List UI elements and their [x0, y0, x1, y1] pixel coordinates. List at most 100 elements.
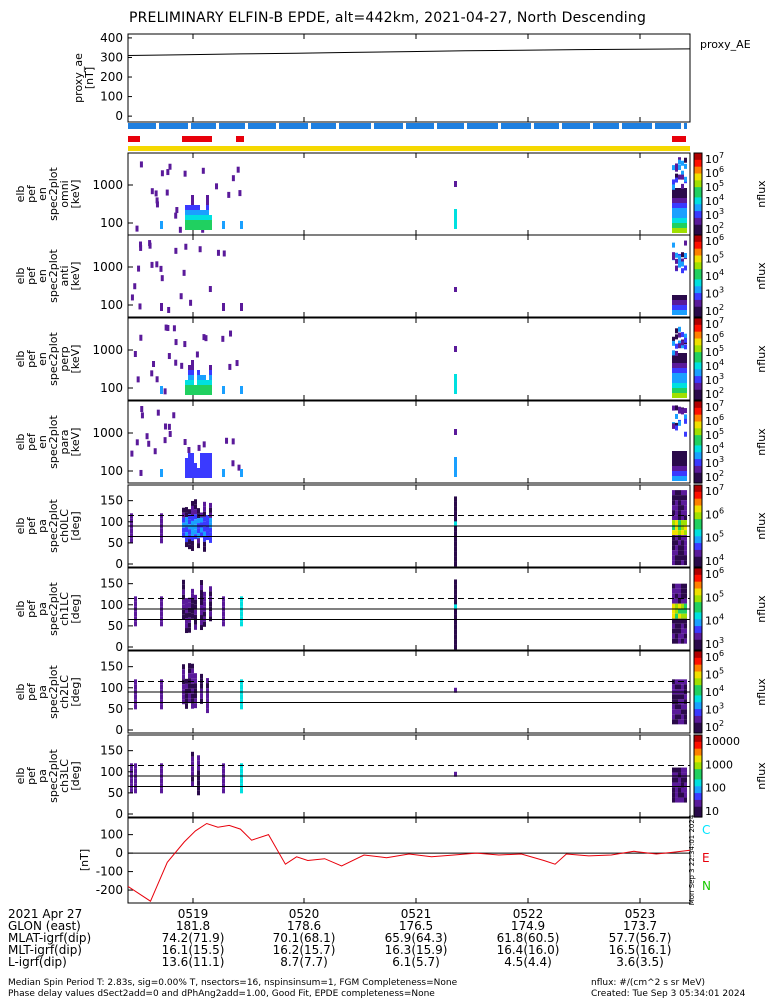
spectro-pixel [134, 596, 137, 602]
table-cell: 57.7(56.7) [608, 931, 672, 945]
spectro-pixel [681, 709, 684, 715]
mag-component-label: C [702, 823, 710, 837]
ae-tick-label: 400 [100, 31, 123, 45]
footer-created: Created: Tue Sep 3 05:34:01 2024 [591, 989, 746, 999]
colorbar-tick: 105 [705, 251, 724, 266]
spectro-pixel [191, 540, 194, 546]
colorbar-cell [694, 585, 702, 590]
spectro-pixel [672, 490, 675, 496]
spectro-pixel [134, 699, 137, 705]
spectro-pixel [203, 521, 206, 527]
spectro-pixel [197, 770, 200, 776]
colorbar-cell [694, 214, 702, 219]
spectro-pixel [675, 530, 678, 536]
spectro-pixel [227, 191, 231, 198]
spectro-pixel [209, 375, 212, 380]
spectro-pixel [675, 633, 678, 639]
spectro-pixel [155, 376, 159, 383]
colorbar-cell [694, 626, 702, 631]
table-cell: 0522 [512, 907, 544, 921]
colorbar-cell [694, 664, 702, 669]
spectro-pixel [675, 510, 678, 516]
spectro-pixel [203, 536, 206, 542]
colorbar-cell [694, 646, 702, 651]
colorbar-cell [694, 636, 702, 641]
spectro-pixel [203, 591, 206, 597]
spectro-pixel [675, 228, 678, 233]
colorbar-cell [694, 293, 702, 298]
spectro-pixel [678, 476, 681, 481]
colorbar-frame [693, 234, 703, 318]
pa-tick-label: 150 [100, 494, 123, 508]
spectro-pixel [188, 458, 191, 463]
bar-blue-segment [159, 123, 188, 129]
spectro-pixel [209, 453, 212, 458]
spectro-pixel [681, 694, 684, 700]
spectro-pixel [684, 295, 687, 300]
spectro-pixel [672, 694, 675, 700]
spectro-pixel [684, 193, 687, 198]
spectro-pixel [197, 508, 200, 514]
pa-tick-label: 100 [100, 515, 123, 529]
spectro-pixel [191, 598, 194, 604]
spectro-pixel [678, 198, 681, 203]
colorbar-cell [694, 615, 702, 620]
colorbar-cell [694, 282, 702, 287]
spectro-pixel [188, 375, 191, 380]
colorbar-cell [694, 779, 702, 784]
colorbar-cell [694, 258, 702, 263]
spectro-pixel [206, 463, 209, 468]
spectro-pixel [678, 530, 681, 536]
spectro-pixel [675, 490, 678, 496]
spectro-pixel [159, 265, 163, 272]
spectro-pixel [672, 353, 675, 358]
spectro-pixel [160, 704, 163, 710]
spectro-pixel [678, 255, 681, 261]
spectro-pixel [678, 583, 681, 589]
spectro-pixel [684, 613, 687, 619]
spectro-pixel [675, 358, 678, 363]
spectro-pixel [681, 767, 684, 773]
spectro-pixel [684, 471, 687, 476]
spectro-pixel [191, 200, 194, 205]
spectro-pixel [675, 704, 678, 710]
ae-tick-label: 0 [115, 109, 123, 123]
spectro-pixel [206, 205, 209, 210]
spectro-pixel [454, 511, 457, 517]
colorbar-cell [694, 303, 702, 308]
spectro-pixel [231, 175, 235, 182]
spectro-pixel [140, 406, 144, 413]
spectro-pixel [206, 225, 209, 230]
spectro-pixel [130, 783, 133, 789]
table-cell: 174.9 [510, 919, 546, 933]
pa-tick-label: 150 [100, 577, 123, 591]
spectro-pixel [240, 788, 243, 794]
colorbar-tick: 105 [705, 589, 724, 604]
colorbar-tick: 105 [705, 530, 724, 545]
colorbar-cell [694, 382, 702, 387]
colorbar-tick: 105 [705, 427, 724, 442]
footer-units: nflux: #/(cm^2 s sr MeV) [591, 978, 705, 988]
colorbar-cell [694, 235, 702, 240]
spectro-pixel [672, 208, 675, 213]
spectro-pixel [681, 258, 684, 264]
colorbar-cell [694, 328, 702, 333]
spectro-pixel [206, 530, 209, 536]
spectro-pixel [182, 664, 185, 670]
colorbar-cell [694, 207, 702, 212]
spectro-pixel [681, 608, 684, 614]
spectro-pixel [684, 628, 687, 634]
spectro-pixel [672, 466, 675, 471]
spectro-pixel [684, 310, 687, 315]
spectro-pixel [678, 451, 681, 456]
spectro-pixel [200, 698, 203, 704]
spectro-pixel [672, 638, 675, 644]
spectro-pixel [678, 608, 681, 614]
spectro-pixel [681, 471, 684, 476]
pa-tick-label: 0 [115, 807, 123, 821]
colorbar-tick: 102 [705, 719, 724, 734]
spectro-pixel [209, 532, 212, 538]
spectro-pixel [681, 777, 684, 783]
spectro-pixel [206, 525, 209, 531]
colorbar-tick: 107 [705, 483, 724, 498]
